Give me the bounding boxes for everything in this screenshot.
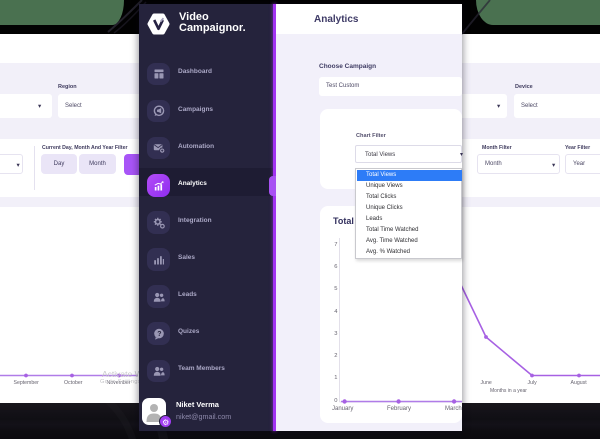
svg-text:?: ? bbox=[157, 331, 161, 338]
